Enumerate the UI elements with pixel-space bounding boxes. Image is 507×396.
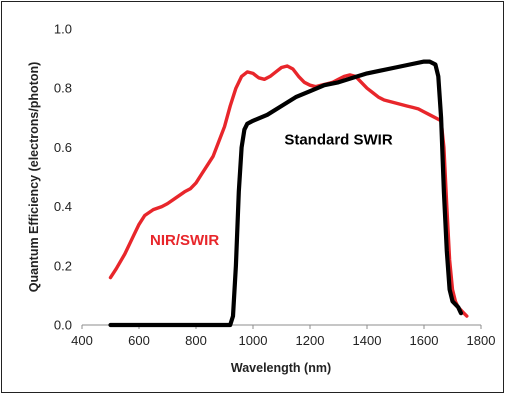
series-line-standard-swir (108, 59, 464, 328)
y-tick-label: 0.6 (54, 140, 72, 155)
x-tick-label: 1800 (467, 333, 496, 348)
x-tick-label: 1400 (353, 333, 382, 348)
x-tick-label: 1000 (239, 333, 268, 348)
x-tick-label: 800 (185, 333, 207, 348)
y-axis-title: Quantum Efficiency (electrons/photon) (27, 62, 41, 293)
x-tick-label: 1600 (410, 333, 439, 348)
axes: 400 600 800 1000 1200 1400 1600 1800 0.0 0.2 0.4 0.… (54, 22, 496, 349)
x-tick-label: 600 (128, 333, 150, 348)
standard-swir-label: Standard SWIR (284, 131, 393, 148)
y-tick-label: 1.0 (54, 22, 72, 37)
series-layer (108, 59, 469, 328)
series-line-nir-swir (108, 64, 469, 318)
x-axis-title: Wavelength (nm) (231, 361, 331, 375)
y-tick-label: 0.8 (54, 81, 72, 96)
y-tick-label: 0.4 (54, 199, 72, 214)
x-tick-label: 400 (71, 333, 93, 348)
nir-swir-label: NIR/SWIR (150, 232, 219, 249)
x-tick-label: 1200 (296, 333, 325, 348)
y-tick-label: 0.2 (54, 258, 72, 273)
y-tick-label: 0.0 (54, 318, 72, 333)
